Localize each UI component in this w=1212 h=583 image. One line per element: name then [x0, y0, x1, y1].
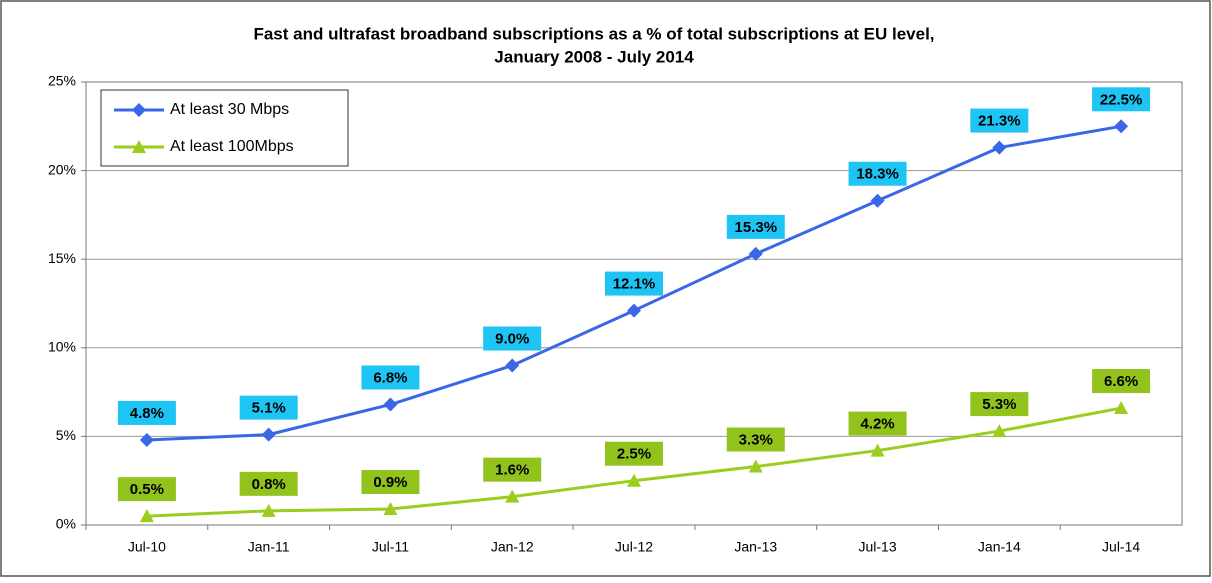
y-tick-label: 25%: [48, 73, 76, 89]
marker: [505, 489, 520, 503]
value-label: 1.6%: [495, 462, 529, 479]
marker: [132, 140, 146, 153]
x-tick-label: Jan-14: [978, 539, 1021, 555]
value-label-bg: [605, 441, 663, 466]
marker: [748, 246, 763, 261]
value-label-bg: [726, 214, 785, 239]
value-label-bg: [117, 400, 176, 425]
marker: [627, 303, 641, 318]
value-label: 3.3%: [739, 431, 773, 448]
marker: [992, 424, 1007, 438]
y-tick-label: 0%: [56, 516, 76, 532]
marker: [139, 432, 154, 447]
marker: [383, 397, 398, 412]
value-label: 4.8%: [130, 405, 164, 422]
value-label-bg: [239, 395, 298, 420]
x-tick-label: Jan-13: [734, 539, 777, 555]
value-label: 6.6%: [1104, 373, 1138, 390]
marker: [261, 427, 276, 442]
value-label: 4.2%: [860, 416, 894, 433]
legend-label: At least 30 Mbps: [170, 101, 289, 118]
value-label-bg: [1092, 369, 1151, 394]
value-label-bg: [361, 470, 420, 495]
value-label-bg: [848, 411, 907, 436]
value-label-bg: [483, 457, 542, 482]
marker: [383, 502, 398, 516]
marker: [992, 140, 1007, 155]
marker: [748, 459, 763, 473]
x-tick-label: Jul-12: [615, 539, 653, 555]
marker: [1114, 119, 1129, 134]
value-label-bg: [117, 477, 176, 502]
value-label: 0.8%: [252, 476, 286, 493]
marker: [1114, 401, 1129, 415]
marker: [627, 473, 641, 487]
value-label-bg: [239, 471, 298, 496]
value-label: 5.3%: [982, 396, 1016, 413]
y-tick-label: 5%: [56, 427, 76, 443]
marker: [870, 193, 885, 208]
value-label: 22.5%: [1100, 91, 1143, 108]
marker: [139, 509, 154, 523]
marker: [132, 103, 146, 117]
value-label: 0.9%: [373, 474, 407, 491]
x-tick-label: Jul-14: [1102, 539, 1140, 555]
x-tick-label: Jul-11: [372, 539, 409, 555]
x-tick-label: Jan-11: [248, 539, 290, 555]
value-label-bg: [361, 365, 420, 390]
marker: [505, 358, 520, 373]
value-label: 9.0%: [495, 330, 529, 347]
value-label-bg: [1092, 87, 1151, 112]
value-label: 12.1%: [613, 276, 656, 293]
value-label: 18.3%: [856, 166, 899, 183]
y-tick-label: 10%: [48, 339, 76, 355]
value-label: 15.3%: [735, 219, 778, 236]
plot-border: [85, 81, 1183, 526]
y-tick-label: 15%: [48, 250, 76, 266]
value-label-bg: [483, 326, 542, 351]
chart-subtitle: January 2008 - July 2014: [494, 47, 694, 66]
value-label-bg: [970, 108, 1029, 133]
legend-label: At least 100Mbps: [170, 138, 294, 155]
marker: [870, 443, 885, 457]
value-label-bg: [848, 161, 907, 186]
value-label: 21.3%: [978, 113, 1021, 130]
y-tick-label: 20%: [48, 161, 76, 177]
value-label: 5.1%: [252, 400, 286, 417]
marker: [261, 503, 276, 517]
x-tick-label: Jul-13: [858, 539, 896, 555]
value-label-bg: [726, 427, 785, 452]
x-tick-label: Jul-10: [128, 539, 166, 555]
value-label: 6.8%: [373, 369, 407, 386]
value-label-bg: [605, 271, 663, 296]
value-label-bg: [970, 392, 1029, 417]
chart-title: Fast and ultrafast broadband subscriptio…: [253, 24, 934, 43]
legend-box: [100, 89, 349, 167]
value-label: 2.5%: [617, 446, 651, 463]
x-tick-label: Jan-12: [491, 539, 534, 555]
value-label: 0.5%: [130, 481, 164, 498]
